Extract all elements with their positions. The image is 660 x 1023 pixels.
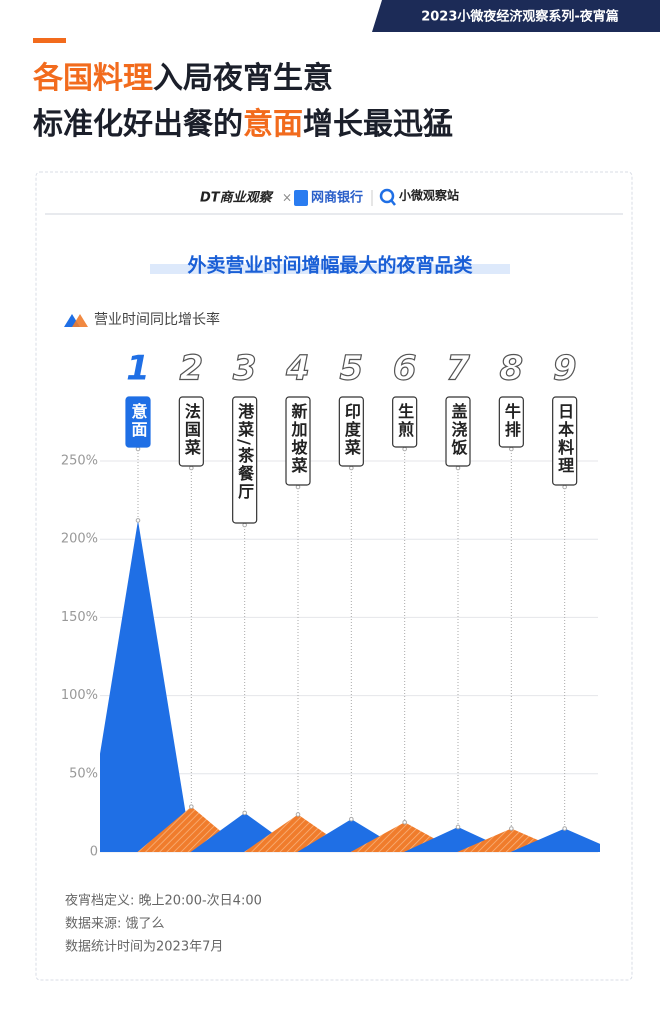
- legend-label: 营业时间同比增长率: [94, 311, 220, 328]
- logo-xwgcz: 小微观察站: [399, 188, 459, 203]
- category-label: 盖浇饭: [449, 402, 469, 457]
- y-tick-label: 250%: [61, 454, 98, 469]
- apex-dot: [455, 824, 461, 830]
- apex-dot: [189, 804, 194, 809]
- label-box: [285, 396, 311, 486]
- leader-dot: [402, 446, 407, 452]
- category-label: 新加坡菜: [289, 402, 309, 475]
- label-box: [392, 396, 418, 448]
- y-tick-label: 200%: [61, 532, 98, 547]
- label-box: [178, 396, 204, 467]
- headline-segment: 各国料理: [32, 61, 153, 96]
- y-tick-label: 100%: [61, 688, 98, 703]
- logo-icon: [390, 199, 396, 206]
- footnotes: 夜宵档定义: 晚上20:00-次日4:00 数据来源: 饿了么数据统计时间为202…: [65, 893, 262, 955]
- rank-label: 5: [339, 349, 363, 389]
- banner-bg: [372, 0, 660, 32]
- category-label: 日本料理: [555, 403, 574, 475]
- label-box: [445, 396, 471, 467]
- apex-dot: [135, 518, 141, 523]
- rank-label: 3: [233, 349, 257, 389]
- leader-dot: [135, 446, 141, 452]
- footnote: 夜宵档定义: 晚上20:00-次日4:00: [65, 893, 262, 909]
- leader-dot: [455, 465, 461, 471]
- category-label: 意面: [129, 402, 148, 439]
- plot: 0 50% 100% 150% 200% 250% 意面 1 法国菜 2 港菜/茶餐厅 3 新加坡菜 4印…: [61, 348, 600, 860]
- apex-dot: [349, 816, 354, 822]
- rank-label: 2: [179, 349, 203, 389]
- card: [35, 171, 633, 981]
- leader-dot: [509, 446, 514, 452]
- headline-line: 标准化好出餐的意面增长最迅猛: [33, 107, 453, 142]
- leader-dot: [189, 465, 194, 471]
- legend-icon: [72, 314, 88, 327]
- logo-dt: DT商业观察: [200, 190, 274, 206]
- apex-dot: [242, 810, 247, 816]
- title-highlight: [150, 264, 510, 274]
- label-box: [125, 396, 151, 448]
- label-box: [232, 396, 258, 524]
- accent-bar: [33, 38, 66, 43]
- category-label: 法国菜: [182, 402, 202, 457]
- rank-label: 8: [499, 349, 523, 389]
- leader-dot: [242, 522, 247, 528]
- y-tick-label: 0: [90, 845, 98, 860]
- label-box: [552, 396, 578, 486]
- headline-segment: 意面: [243, 107, 303, 142]
- logo-icon: [379, 188, 395, 204]
- footnote: 数据统计时间为2023年7月: [65, 940, 223, 955]
- rank-label: 7: [446, 349, 470, 389]
- category-label: 牛排: [502, 402, 521, 439]
- headline-segment: 增长最迅猛: [303, 107, 453, 142]
- headline-segment: 入局夜宵生意: [153, 61, 333, 96]
- triangle: [100, 520, 192, 852]
- headline-segment: 标准化好出餐的: [33, 107, 243, 142]
- y-tick-label: 150%: [61, 610, 98, 625]
- rank-label: 6: [393, 349, 417, 389]
- y-tick-label: 50%: [69, 766, 98, 781]
- triangle: [510, 828, 600, 852]
- banner: 2023小微夜经济观察系列-夜宵篇: [421, 9, 619, 25]
- logo-mybank: 网商银行: [311, 190, 363, 206]
- rank-label: 9: [553, 349, 577, 389]
- leader-dot: [562, 484, 567, 490]
- apex-dot: [562, 826, 567, 831]
- apex-dot: [402, 819, 407, 825]
- leader-dot: [349, 465, 354, 471]
- apex-dot: [509, 826, 514, 831]
- label-box: [498, 396, 524, 448]
- category-label: 港菜/茶餐厅: [235, 402, 255, 501]
- rank-label: 4: [285, 349, 310, 389]
- apex-dot: [295, 812, 301, 817]
- chart-title: 外卖营业时间增幅最大的夜宵品类: [187, 254, 472, 277]
- label-box: [338, 396, 364, 467]
- logo-icon: [294, 190, 308, 206]
- leader-dot: [295, 484, 301, 490]
- category-label: 印度菜: [342, 403, 362, 457]
- category-label: 生煎: [395, 402, 414, 439]
- logo-times: ×: [282, 191, 292, 205]
- footnote: 数据来源: 饿了么: [65, 917, 165, 932]
- headline-line: 各国料理入局夜宵生意: [32, 61, 333, 96]
- rank-label: 1: [126, 349, 150, 389]
